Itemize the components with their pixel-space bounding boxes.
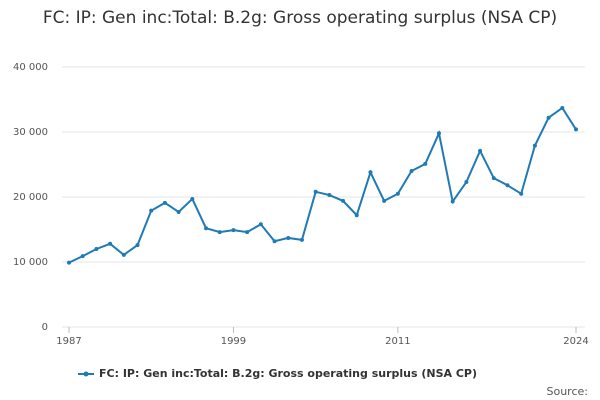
point (341, 198, 346, 203)
point (108, 241, 113, 246)
point (560, 105, 565, 110)
point (176, 209, 181, 214)
point (519, 191, 524, 196)
y-tick-label: 0 (42, 322, 48, 333)
y-tick-label: 20 000 (13, 192, 48, 203)
point (368, 170, 373, 175)
point (258, 222, 263, 227)
point (423, 161, 428, 166)
point (231, 228, 236, 233)
point (313, 189, 318, 194)
point (532, 143, 537, 148)
point (94, 247, 99, 251)
y-tick-label: 30 000 (13, 127, 48, 138)
point (286, 235, 291, 240)
point (464, 180, 469, 185)
y-tick-label: 10 000 (13, 257, 48, 268)
point (478, 148, 483, 153)
point (80, 254, 85, 259)
point (354, 213, 359, 218)
x-tick-label: 2024 (563, 336, 588, 347)
point (67, 260, 71, 265)
legend-marker (83, 371, 89, 377)
y-tick-label: 40 000 (13, 62, 48, 73)
point (272, 239, 277, 244)
point (505, 183, 510, 188)
point (409, 169, 414, 173)
point (135, 243, 140, 248)
point (574, 127, 578, 132)
point (491, 176, 496, 181)
point (450, 199, 455, 204)
point (121, 252, 126, 257)
point (546, 115, 551, 120)
line (68, 106, 577, 264)
point (190, 196, 195, 201)
point (299, 237, 304, 242)
chart-title: FC: IP: Gen inc:Total: B.2g: Gross opera… (42, 8, 558, 28)
point (327, 193, 332, 198)
point (245, 230, 250, 235)
source: Source: (547, 385, 589, 398)
point (149, 208, 154, 213)
point (436, 131, 441, 136)
point (217, 230, 222, 235)
legend-label: FC: IP: Gen inc:Total: B.2g: Gross opera… (99, 367, 477, 380)
point (395, 191, 400, 196)
x-tick-label: 2011 (385, 336, 410, 347)
x-tick-label: 1987 (56, 336, 81, 347)
point (382, 198, 387, 203)
point (162, 200, 167, 205)
x-tick-label: 1999 (221, 336, 246, 347)
point (204, 226, 209, 231)
